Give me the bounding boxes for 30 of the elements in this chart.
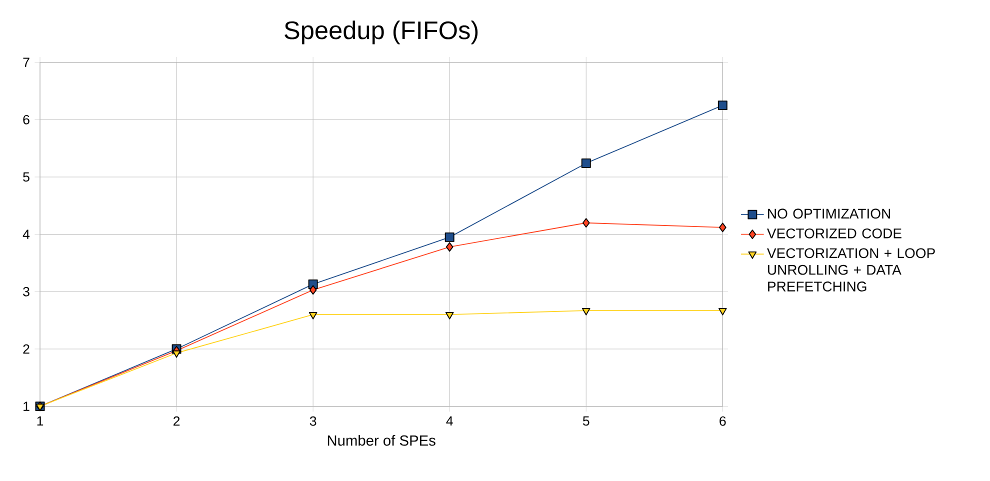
- y-tick-label: 2: [23, 344, 30, 354]
- point: [718, 100, 728, 110]
- point: [718, 308, 727, 316]
- point: [582, 308, 590, 316]
- chart-title: Speedup (FIFOs): [284, 20, 478, 44]
- x-tick-label: 5: [582, 416, 590, 426]
- x-tick-label: 2: [174, 416, 180, 426]
- y-tick-label: 5: [23, 172, 30, 182]
- x-tick-label: 1: [37, 416, 44, 426]
- point: [308, 312, 318, 320]
- y-tick-label: 7: [23, 58, 30, 67]
- legend-label: NO OPTIMIZATION: [768, 208, 890, 219]
- y-tick-label: 3: [23, 286, 30, 296]
- point: [444, 232, 454, 242]
- x-tick-label: 4: [446, 416, 453, 426]
- y-tick-label: 4: [22, 230, 30, 239]
- point: [445, 312, 454, 320]
- point: [309, 285, 317, 295]
- x-axis-title: Number of SPEs: [328, 434, 436, 446]
- legend-label: VECTORIZATION + LOOP UNROLLING + DATA PREFETCHING: [767, 248, 935, 292]
- point: [172, 350, 181, 358]
- y-tick-label: 6: [23, 114, 30, 124]
- point: [581, 158, 591, 168]
- point: [582, 218, 590, 228]
- point: [446, 242, 454, 252]
- legend-label: VECTORIZED CODE: [767, 228, 902, 238]
- point: [718, 222, 726, 232]
- x-tick-label: 6: [720, 416, 726, 426]
- x-tick-label: 3: [310, 416, 316, 426]
- y-tick-label: 1: [24, 402, 30, 411]
